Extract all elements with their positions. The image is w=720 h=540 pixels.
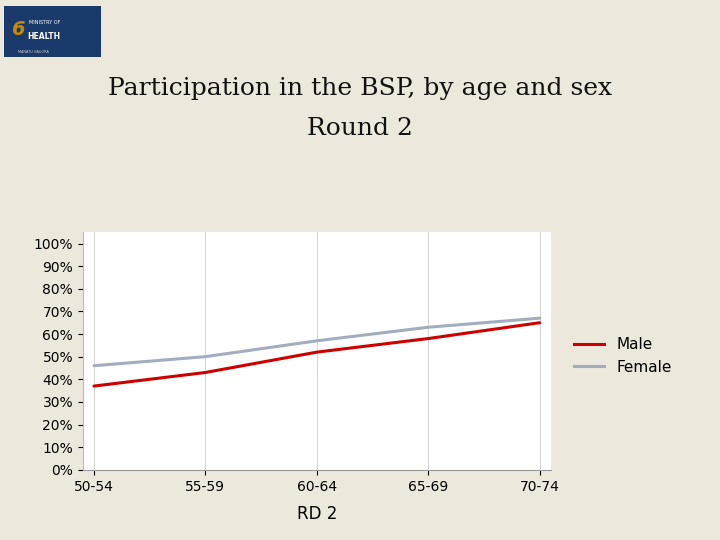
Text: HEALTH: HEALTH (27, 32, 60, 41)
Text: MINISTRY OF: MINISTRY OF (29, 20, 60, 25)
Text: 6: 6 (11, 20, 24, 39)
Text: Participation in the BSP, by age and sex: Participation in the BSP, by age and sex (108, 77, 612, 100)
Legend: Male, Female: Male, Female (568, 331, 678, 381)
X-axis label: RD 2: RD 2 (297, 505, 337, 523)
Text: MANATU HAUORA: MANATU HAUORA (18, 50, 49, 55)
Bar (4, 5, 101, 57)
Text: Round 2: Round 2 (307, 117, 413, 140)
